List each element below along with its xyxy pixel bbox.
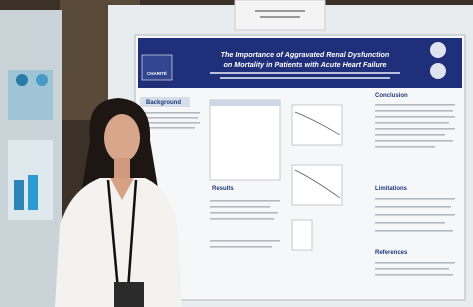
- poster-table-header: [210, 100, 280, 106]
- left-board-icon: [14, 180, 24, 210]
- face: [104, 114, 140, 162]
- poster-table: [210, 100, 280, 180]
- poster-number-card: [235, 0, 325, 30]
- left-board-icon: [36, 74, 48, 86]
- section-heading: Conclusion: [375, 93, 408, 99]
- poster-logo: [142, 55, 172, 80]
- poster-title: The Importance of Aggravated Renal Dysfu…: [221, 50, 390, 59]
- section-heading: Limitations: [375, 186, 408, 192]
- card-text: [260, 16, 300, 18]
- author-line: [210, 72, 400, 74]
- poster-title: on Mortality in Patients with Acute Hear…: [223, 60, 386, 69]
- author-line: [220, 77, 390, 79]
- section-heading: References: [375, 250, 408, 256]
- section-heading: Background: [146, 100, 181, 106]
- badge-holder: [114, 282, 144, 307]
- photo: CHARITÉ The Importance of Aggravated Ren…: [0, 0, 473, 307]
- poster-chart: [292, 165, 342, 205]
- section-heading: Results: [212, 186, 234, 192]
- poster-seal: [430, 63, 446, 79]
- left-board-icon: [28, 175, 38, 210]
- poster-box: [292, 220, 312, 250]
- card-text: [255, 10, 305, 12]
- left-board-icon: [16, 74, 28, 86]
- logo-text: CHARITÉ: [147, 69, 167, 76]
- poster-seal: [430, 42, 446, 58]
- neck: [114, 158, 130, 178]
- poster-chart: [292, 105, 342, 145]
